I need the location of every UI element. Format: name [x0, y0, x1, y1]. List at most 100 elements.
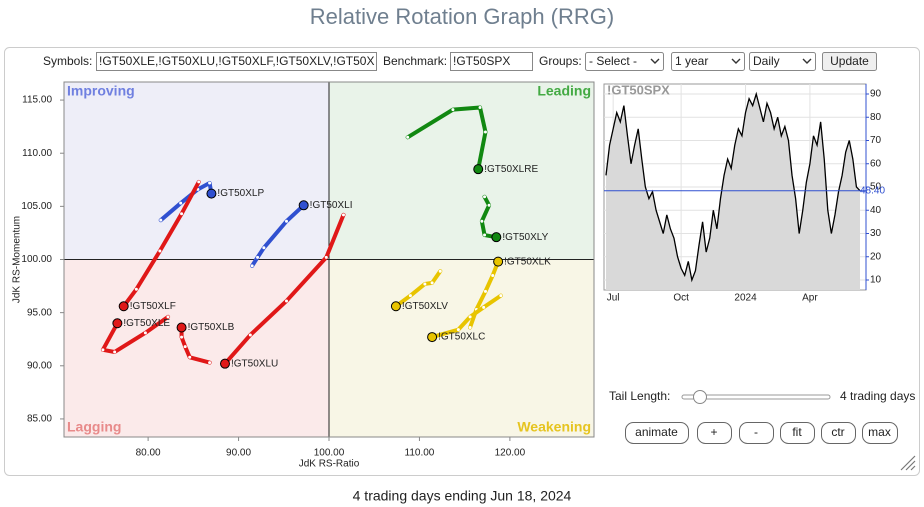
x-tick-label: 2024 [734, 293, 757, 304]
tail-point [113, 350, 117, 354]
series-label: !GT50XLC [438, 332, 485, 343]
button[interactable] [697, 422, 732, 444]
y-tick-label: 105.00 [21, 201, 52, 212]
head[interactable] [298, 200, 309, 211]
tail-point [487, 203, 491, 207]
tail-point [480, 219, 484, 223]
benchmark-value: !GT50SPX [453, 54, 510, 68]
tail-point [408, 294, 412, 298]
tail-point [438, 269, 442, 273]
benchmark-label: Benchmark: [383, 54, 447, 68]
head[interactable] [219, 358, 230, 369]
tail-point [179, 201, 183, 205]
head[interactable] [427, 332, 438, 343]
tail-point [341, 213, 345, 217]
update-label: Update [830, 54, 869, 68]
tail-slider[interactable] [681, 394, 831, 400]
last-value-label: 48.40 [860, 185, 885, 196]
head[interactable] [473, 164, 484, 175]
y-tick-label: 95.00 [27, 307, 52, 318]
tail-point [478, 106, 482, 110]
tail-point [197, 180, 201, 184]
series-label: !GT50XLK [504, 256, 551, 267]
tail-point [250, 264, 254, 268]
tail-slider-thumb[interactable] [693, 390, 707, 404]
series-label: !GT50XLI [310, 200, 353, 211]
resize-grip[interactable] [900, 455, 916, 471]
series-label: !GT50XLB [188, 322, 235, 333]
symbols-input[interactable] [96, 52, 377, 71]
quadrant-label: Lagging [67, 419, 121, 435]
head[interactable] [390, 301, 401, 312]
tail-point [456, 328, 460, 332]
frequency-select[interactable] [749, 52, 816, 71]
tail-point [483, 130, 487, 134]
tail-point [256, 255, 260, 259]
button[interactable] [625, 422, 689, 444]
tail-point [406, 135, 410, 139]
head[interactable] [118, 301, 129, 312]
x-tick-label: Jul [607, 293, 620, 304]
x-axis-title: JdK RS-Ratio [299, 459, 360, 470]
button[interactable] [821, 422, 856, 444]
tail-point [483, 195, 487, 199]
tail-point [248, 333, 252, 337]
series-label: !GT50XLU [231, 358, 278, 369]
quadrant-label: Weakening [517, 419, 591, 435]
y-tick-label: 50 [870, 182, 882, 193]
period-select[interactable] [671, 52, 745, 71]
select-arrows [650, 58, 812, 64]
tail-point [430, 281, 434, 285]
symbols-value: !GT50XLE,!GT50XLU,!GT50XLF,!GT50XLV,!GT5… [99, 54, 374, 68]
tail-point [468, 326, 472, 330]
frequency-value: Daily [753, 54, 780, 68]
head[interactable] [176, 322, 187, 333]
y-tick-label: 100.00 [21, 254, 52, 265]
quadrant-label: Improving [67, 83, 135, 99]
head[interactable] [206, 188, 217, 199]
series-label: !GT50XLRE [484, 164, 538, 175]
tail-point [143, 331, 147, 335]
button[interactable] [862, 422, 898, 444]
x-tick-label: 120.00 [495, 448, 526, 459]
button[interactable] [739, 422, 774, 444]
y-tick-label: 85.00 [27, 414, 52, 425]
y-tick-label: 90 [870, 89, 882, 100]
head[interactable] [112, 318, 123, 329]
x-tick-label: 80.00 [136, 448, 161, 459]
tail-point [284, 299, 288, 303]
y-tick-label: 80 [870, 112, 882, 123]
tail-point [284, 219, 288, 223]
tail-point [208, 181, 212, 185]
head[interactable] [491, 232, 502, 243]
button-label: - [754, 425, 758, 439]
button-label: fit [792, 425, 802, 439]
tail-point [183, 345, 187, 349]
area-fill [606, 93, 860, 290]
groups-select[interactable] [585, 52, 664, 71]
tail-point [188, 355, 192, 359]
update-button[interactable] [822, 52, 877, 71]
tail-point [483, 289, 487, 293]
tail-point [423, 282, 427, 286]
tail-point [482, 305, 486, 309]
button-label: max [868, 425, 891, 439]
tail-point [499, 294, 503, 298]
benchmark-input[interactable] [450, 52, 533, 71]
series-label: !GT50XLE [123, 318, 170, 329]
quadrant [64, 259, 329, 437]
period-value: 1 year [675, 54, 708, 68]
quadrant [329, 82, 594, 260]
tail-point [101, 348, 105, 352]
quadrant [64, 82, 329, 260]
x-tick-label: Oct [673, 293, 689, 304]
tail-point [491, 273, 495, 277]
button[interactable] [780, 422, 815, 444]
groups-label: Groups: [539, 54, 582, 68]
x-tick-label: Apr [802, 293, 818, 304]
head[interactable] [493, 256, 504, 267]
tail-point [324, 255, 328, 259]
button-label: animate [635, 425, 678, 439]
